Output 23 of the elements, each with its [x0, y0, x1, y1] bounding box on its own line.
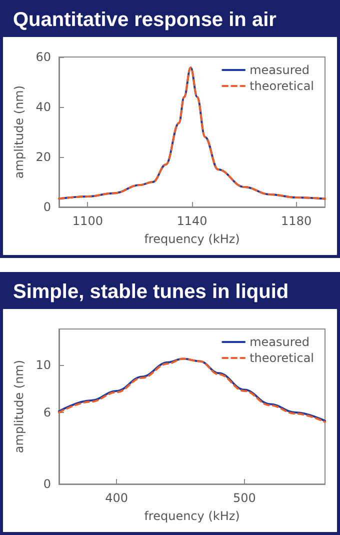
legend-label: measured	[250, 63, 310, 77]
y-tick-label: 0	[43, 477, 51, 491]
x-tick-label: 400	[105, 491, 128, 505]
y-tick-label: 60	[36, 50, 51, 64]
chart-title: Simple, stable tunes in liquid	[3, 275, 337, 309]
y-tick-label: 20	[36, 150, 51, 164]
x-tick-label: 1180	[281, 214, 312, 228]
x-axis-title: frequency (kHz)	[144, 509, 240, 523]
x-tick-label: 1140	[176, 214, 208, 228]
x-tick-label: 500	[232, 491, 256, 505]
y-axis-title: amplitude (nm)	[12, 360, 26, 454]
x-axis-title: frequency (kHz)	[144, 232, 240, 246]
chart-title: Quantitative response in air	[3, 3, 337, 37]
legend-label: theoretical	[250, 351, 314, 365]
line-series	[58, 66, 326, 200]
legend-label: theoretical	[250, 79, 314, 93]
y-tick-label: 0	[43, 200, 51, 214]
x-tick-label: 1100	[72, 214, 103, 228]
y-tick-label: 10	[36, 358, 51, 372]
legend-label: measured	[250, 335, 310, 349]
y-axis-title: amplitude (nm)	[12, 85, 26, 179]
y-tick-label: 40	[36, 100, 51, 114]
y-tick-label: 6	[43, 405, 51, 420]
